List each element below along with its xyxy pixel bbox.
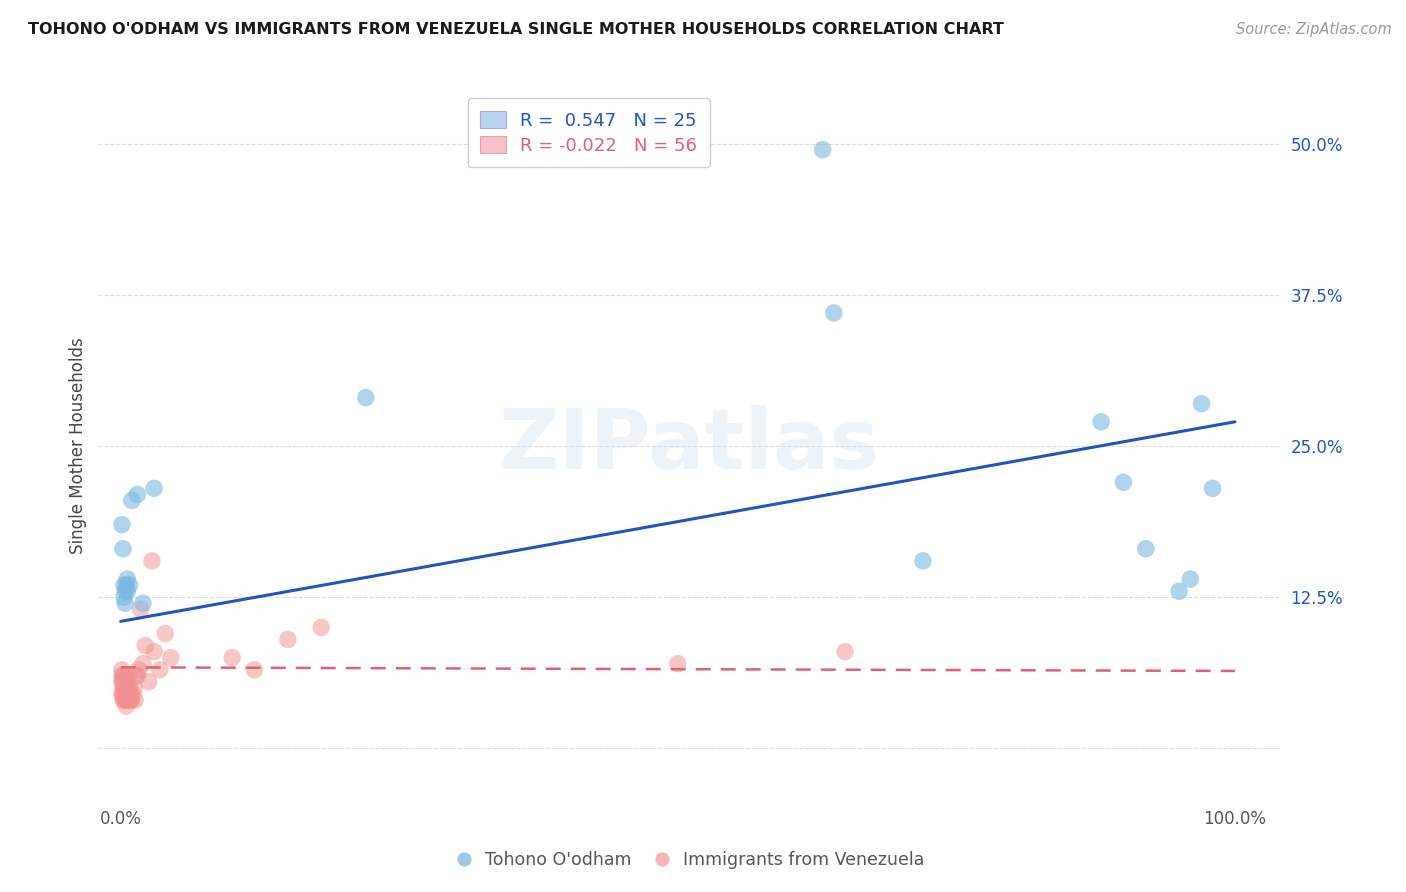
Point bbox=[134, 639, 156, 653]
Point bbox=[111, 681, 134, 695]
Point bbox=[114, 584, 136, 599]
Point bbox=[1191, 397, 1213, 411]
Point bbox=[834, 645, 856, 659]
Point bbox=[1090, 415, 1112, 429]
Point bbox=[111, 693, 134, 707]
Point bbox=[132, 657, 155, 671]
Point bbox=[1180, 572, 1202, 586]
Point bbox=[124, 693, 146, 707]
Point bbox=[114, 687, 136, 701]
Point bbox=[120, 693, 142, 707]
Point bbox=[666, 657, 689, 671]
Point bbox=[149, 663, 172, 677]
Point bbox=[143, 481, 166, 495]
Point bbox=[125, 669, 148, 683]
Point bbox=[132, 596, 155, 610]
Y-axis label: Single Mother Households: Single Mother Households bbox=[69, 338, 87, 554]
Point bbox=[160, 650, 183, 665]
Point bbox=[111, 687, 134, 701]
Point bbox=[115, 699, 138, 714]
Point bbox=[823, 306, 845, 320]
Point bbox=[111, 687, 134, 701]
Point bbox=[121, 493, 143, 508]
Text: Source: ZipAtlas.com: Source: ZipAtlas.com bbox=[1236, 22, 1392, 37]
Point bbox=[118, 693, 141, 707]
Point bbox=[111, 541, 134, 556]
Point bbox=[138, 674, 160, 689]
Point bbox=[121, 693, 143, 707]
Point bbox=[117, 681, 139, 695]
Point bbox=[115, 693, 138, 707]
Point bbox=[114, 693, 136, 707]
Point bbox=[127, 487, 149, 501]
Point bbox=[117, 669, 139, 683]
Point bbox=[115, 674, 138, 689]
Point bbox=[112, 674, 135, 689]
Point bbox=[115, 578, 138, 592]
Point bbox=[118, 578, 141, 592]
Point bbox=[155, 626, 177, 640]
Text: TOHONO O'ODHAM VS IMMIGRANTS FROM VENEZUELA SINGLE MOTHER HOUSEHOLDS CORRELATION: TOHONO O'ODHAM VS IMMIGRANTS FROM VENEZU… bbox=[28, 22, 1004, 37]
Point bbox=[117, 693, 139, 707]
Point bbox=[117, 687, 139, 701]
Point bbox=[141, 554, 163, 568]
Point bbox=[112, 590, 135, 604]
Point bbox=[243, 663, 266, 677]
Point bbox=[115, 681, 138, 695]
Point bbox=[111, 674, 134, 689]
Point bbox=[118, 687, 141, 701]
Point bbox=[1112, 475, 1135, 490]
Point bbox=[112, 681, 135, 695]
Point bbox=[112, 693, 135, 707]
Point bbox=[117, 572, 139, 586]
Point bbox=[811, 143, 834, 157]
Point bbox=[1135, 541, 1157, 556]
Point bbox=[111, 669, 134, 683]
Point bbox=[115, 693, 138, 707]
Point bbox=[122, 687, 145, 701]
Text: ZIPatlas: ZIPatlas bbox=[499, 406, 879, 486]
Point bbox=[112, 687, 135, 701]
Point bbox=[143, 645, 166, 659]
Point bbox=[117, 687, 139, 701]
Point bbox=[114, 596, 136, 610]
Point bbox=[111, 669, 134, 683]
Point bbox=[1201, 481, 1223, 495]
Legend: Tohono O'odham, Immigrants from Venezuela: Tohono O'odham, Immigrants from Venezuel… bbox=[446, 845, 932, 876]
Point bbox=[112, 669, 135, 683]
Point bbox=[128, 663, 150, 677]
Point bbox=[117, 693, 139, 707]
Point bbox=[309, 620, 332, 634]
Point bbox=[120, 687, 142, 701]
Point bbox=[111, 674, 134, 689]
Point bbox=[118, 681, 141, 695]
Point bbox=[114, 681, 136, 695]
Point bbox=[127, 669, 149, 683]
Point bbox=[112, 578, 135, 592]
Point bbox=[111, 517, 134, 532]
Point bbox=[221, 650, 243, 665]
Point bbox=[111, 663, 134, 677]
Point bbox=[911, 554, 934, 568]
Point bbox=[277, 632, 299, 647]
Point bbox=[122, 681, 145, 695]
Point bbox=[354, 391, 377, 405]
Point bbox=[117, 584, 139, 599]
Point bbox=[129, 602, 152, 616]
Point bbox=[115, 687, 138, 701]
Point bbox=[1168, 584, 1191, 599]
